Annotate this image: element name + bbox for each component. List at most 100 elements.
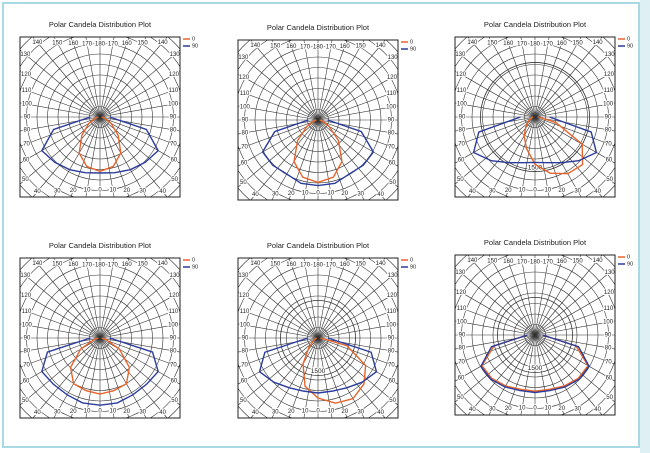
spoke: [317, 119, 399, 135]
spoke: [288, 39, 319, 121]
angle-label: 10: [545, 188, 552, 194]
spoke: [99, 337, 181, 368]
angle-label: 50: [606, 177, 613, 183]
angle-label: 20: [288, 191, 295, 197]
angle-label: 120: [169, 293, 180, 299]
angle-label: 100: [168, 323, 179, 329]
angle-label: 80: [459, 345, 466, 351]
angle-label: 150: [138, 41, 149, 47]
angle-label: 150: [270, 262, 281, 268]
angle-label: 90: [242, 118, 249, 124]
chart-title: Polar Candela Distribution Plot: [484, 20, 587, 29]
spoke: [237, 337, 319, 368]
spoke: [534, 254, 603, 336]
angle-label: 30: [489, 407, 496, 413]
spoke: [237, 323, 319, 339]
spoke: [454, 267, 536, 336]
angle-label: 0: [533, 188, 537, 194]
spoke: [454, 334, 536, 382]
angle-label: 70: [23, 362, 30, 368]
angle-label: 60: [606, 157, 613, 163]
angle-label: 110: [22, 309, 32, 315]
angle-label: 120: [387, 293, 398, 299]
spoke: [317, 119, 348, 201]
spoke: [317, 337, 333, 419]
angle-label: 130: [238, 273, 249, 279]
r-tick-label: 1500: [528, 164, 543, 171]
spoke: [85, 337, 101, 419]
angle-label: 70: [388, 362, 395, 368]
r-tick-label: 1500: [528, 365, 543, 372]
spoke: [237, 119, 319, 188]
angle-label: 140: [32, 261, 43, 267]
spoke: [99, 257, 130, 339]
legend-label: 90: [192, 264, 198, 270]
spoke: [488, 254, 536, 336]
angle-label: 10: [519, 188, 526, 194]
r-tick-ring: [280, 300, 356, 376]
angle-label: 90: [459, 115, 466, 121]
spoke: [467, 36, 536, 118]
legend-label: 0: [410, 257, 413, 263]
plot-border: [454, 254, 616, 416]
spoke: [534, 334, 565, 416]
angle-label: 50: [171, 398, 178, 404]
spoke: [237, 73, 319, 121]
angle-label: 30: [139, 410, 146, 416]
angle-label: 130: [605, 270, 616, 276]
angle-label: 40: [594, 407, 601, 413]
spoke: [99, 337, 181, 353]
angle-label: 170: [300, 262, 311, 268]
spoke: [85, 257, 101, 339]
angle-label: 120: [456, 290, 467, 296]
angle-label: 20: [505, 406, 512, 412]
spoke: [288, 257, 319, 339]
legend-label: 90: [627, 43, 633, 49]
spoke: [454, 288, 536, 336]
angle-label: 140: [593, 40, 604, 46]
angle-label: 130: [455, 270, 466, 276]
spoke: [99, 291, 181, 339]
spoke: [32, 36, 101, 118]
angle-label: 140: [376, 261, 387, 267]
spoke: [237, 105, 319, 121]
spoke: [99, 116, 115, 198]
plot-border: [454, 36, 616, 198]
angle-label: 100: [457, 320, 468, 326]
angle-label: 130: [455, 52, 466, 58]
spoke: [520, 36, 536, 118]
angle-label: 90: [388, 336, 395, 342]
spoke: [488, 334, 536, 416]
angle-label: 140: [158, 40, 169, 46]
angle-label: 30: [574, 407, 581, 413]
spoke: [19, 337, 101, 406]
spoke: [237, 119, 319, 135]
angle-label: 130: [388, 273, 399, 279]
spoke: [534, 116, 616, 147]
polar-chart: Polar Candela Distribution Plot 0 10 10 20 20…: [237, 241, 416, 419]
angle-label: 170: [517, 259, 528, 265]
spoke: [99, 70, 181, 118]
angle-label: 90: [459, 333, 466, 339]
spoke: [317, 119, 399, 188]
angle-label: 140: [250, 261, 261, 267]
angle-label: 90: [24, 115, 31, 121]
spoke: [250, 39, 319, 121]
angle-label: 140: [467, 40, 478, 46]
spoke: [19, 337, 101, 368]
angle-label: 60: [458, 157, 465, 163]
angle-label: 70: [241, 144, 248, 150]
angle-label: 60: [389, 160, 396, 166]
plot-border: [19, 36, 181, 198]
spoke: [70, 36, 101, 118]
spoke: [317, 291, 399, 339]
angle-label: 120: [21, 72, 32, 78]
spoke: [534, 254, 550, 336]
angle-label: 130: [605, 52, 616, 58]
angle-label: 130: [170, 273, 181, 279]
spoke: [317, 257, 386, 339]
spoke: [467, 334, 536, 416]
angle-label: 90: [170, 115, 177, 121]
spoke: [317, 257, 348, 339]
angle-label: 110: [169, 88, 179, 94]
